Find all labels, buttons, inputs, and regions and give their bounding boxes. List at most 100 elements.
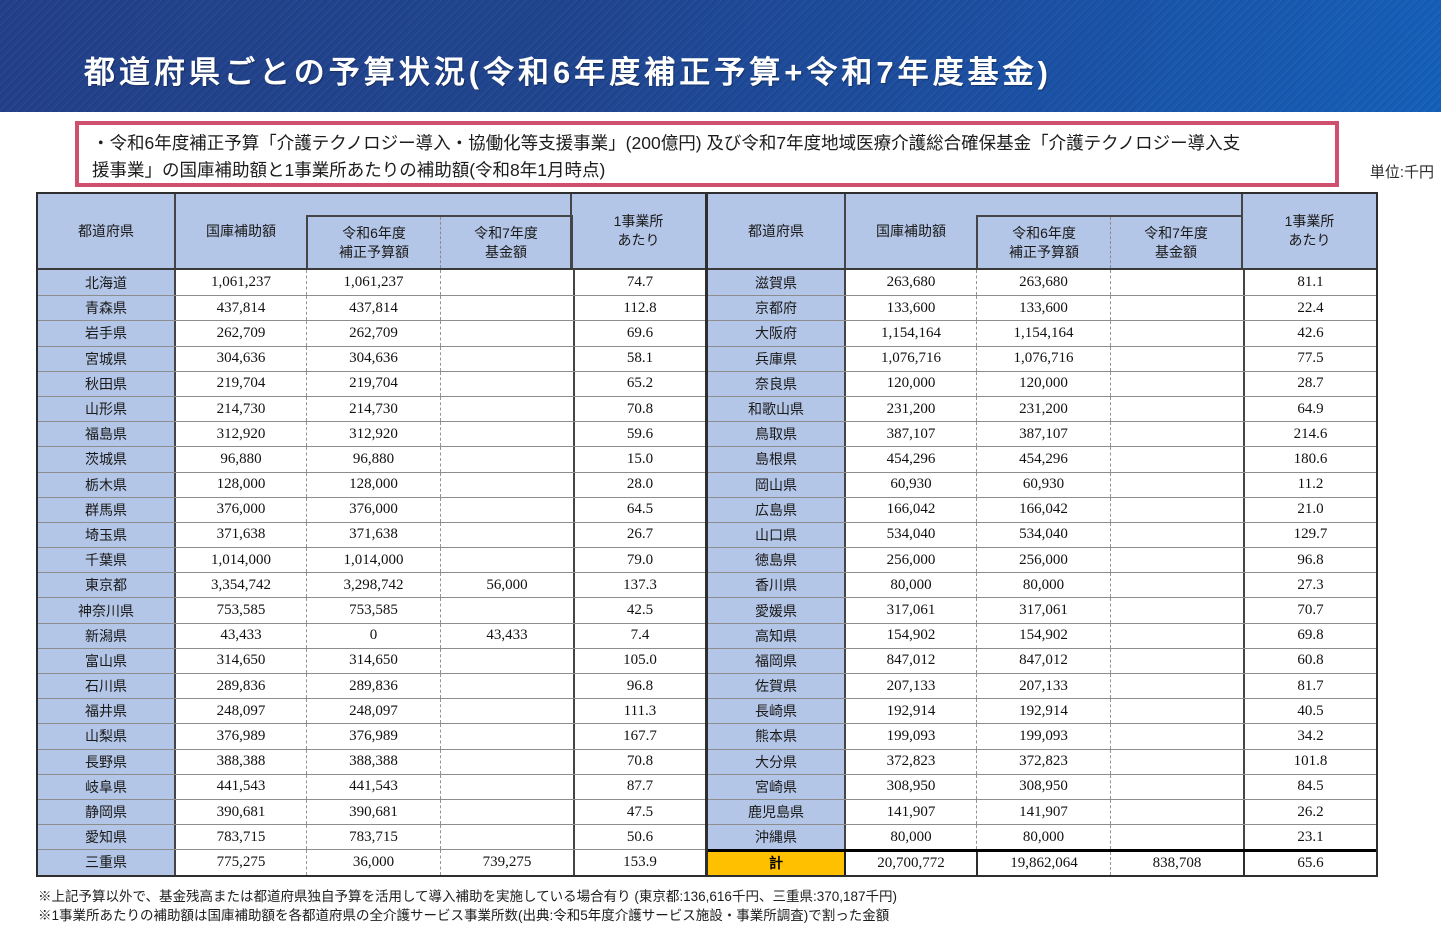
- r7-fund-value: [440, 270, 573, 296]
- prefecture-name: 富山県: [38, 648, 176, 673]
- per-office-value: 105.0: [573, 648, 705, 673]
- r7-fund-value: [440, 396, 573, 422]
- table-body-right: 滋賀県 263,680 263,680 81.1 京都府 133,600 133,600 22…: [708, 270, 1376, 875]
- r6-supplementary-budget-value: 262,709: [306, 321, 440, 346]
- r6-supplementary-budget-value: 263,680: [976, 270, 1110, 296]
- r7-fund-value: [440, 472, 573, 497]
- r7-fund-value: [440, 422, 573, 447]
- per-office-value: 111.3: [573, 699, 705, 724]
- per-office-value: 112.8: [573, 296, 705, 321]
- subsidy-total-value: 20,700,772: [877, 854, 945, 871]
- per-office-value: 50.6: [573, 825, 705, 850]
- r7-fund-value: [1110, 497, 1243, 522]
- prefecture-name: 新潟県: [38, 623, 176, 648]
- subsidy-total-value: 1,014,000: [211, 551, 271, 568]
- r7-fund-value: [1110, 774, 1243, 799]
- r6-supplementary-budget-value: 437,814: [306, 296, 440, 321]
- prefecture-row: 神奈川県 753,585 753,585 42.5: [38, 597, 705, 623]
- per-office-value: 167.7: [573, 724, 705, 749]
- r6-supplementary-budget-value: 390,681: [306, 799, 440, 825]
- per-office-value: 74.7: [573, 270, 705, 296]
- subsidy-breakdown-header: 令和6年度 補正予算額 令和7年度 基金額: [306, 215, 573, 268]
- prefecture-row: 福島県 312,920 312,920 59.6: [38, 421, 705, 447]
- col-header-r6-line2: 補正予算額: [1009, 243, 1079, 260]
- prefecture-name: 神奈川県: [38, 598, 176, 623]
- subsidy-total-value: 437,814: [216, 299, 266, 316]
- prefecture-name: 福岡県: [708, 648, 846, 673]
- col-header-r6-line1: 令和6年度: [342, 224, 406, 241]
- per-office-value: 96.8: [1243, 548, 1376, 573]
- subsidy-total-value: 441,543: [216, 778, 266, 795]
- r7-fund-value: [1110, 270, 1243, 296]
- r6-supplementary-budget-value: 304,636: [306, 346, 440, 371]
- r6-supplementary-budget-value: 36,000: [306, 850, 440, 875]
- per-office-value: 81.1: [1243, 270, 1376, 296]
- col-header-r6-budget: 令和6年度 補正予算額: [978, 217, 1110, 268]
- prefecture-name: 青森県: [38, 296, 176, 321]
- col-header-prefecture: 都道府県: [708, 194, 846, 268]
- prefecture-row: 徳島県 256,000 256,000 96.8: [708, 547, 1376, 573]
- prefecture-row: 茨城県 96,880 96,880 15.0: [38, 446, 705, 472]
- r6-supplementary-budget-value: 454,296: [976, 447, 1110, 472]
- r7-fund-value: [1110, 548, 1243, 573]
- per-office-value: 64.9: [1243, 396, 1376, 422]
- r7-fund-value: [440, 371, 573, 396]
- r7-fund-value: [1110, 598, 1243, 623]
- r7-fund-value: [440, 497, 573, 522]
- subsidy-total-value: 387,107: [886, 425, 936, 442]
- prefecture-name: 石川県: [38, 674, 176, 699]
- col-header-r7-line1: 令和7年度: [1144, 224, 1208, 241]
- prefecture-name: 山梨県: [38, 724, 176, 749]
- per-office-value: 214.6: [1243, 422, 1376, 447]
- r7-fund-value: [440, 346, 573, 371]
- col-header-per-line1: 1事業所: [1284, 213, 1335, 230]
- per-office-value: 7.4: [573, 623, 705, 648]
- subsidy-total-value: 80,000: [890, 828, 932, 845]
- prefecture-name: 長崎県: [708, 699, 846, 724]
- prefecture-name: 東京都: [38, 573, 176, 598]
- r6-supplementary-budget-value: 317,061: [976, 598, 1110, 623]
- prefecture-name: 熊本県: [708, 724, 846, 749]
- subsidy-total-value: 214,730: [216, 400, 266, 417]
- prefecture-name: 広島県: [708, 497, 846, 522]
- per-office-value: 96.8: [573, 674, 705, 699]
- r6-supplementary-budget-value: 1,076,716: [976, 346, 1110, 371]
- r7-fund-value: 838,708: [1110, 852, 1243, 875]
- subsidy-total-value: 312,920: [216, 425, 266, 442]
- prefecture-name: 北海道: [38, 270, 176, 296]
- prefecture-row: 熊本県 199,093 199,093 34.2: [708, 723, 1376, 749]
- subsidy-total-value: 371,638: [216, 526, 266, 543]
- r7-fund-value: [1110, 472, 1243, 497]
- r7-fund-value: [1110, 396, 1243, 422]
- per-office-value: 27.3: [1243, 573, 1376, 598]
- r7-fund-value: [440, 321, 573, 346]
- per-office-value: 21.0: [1243, 497, 1376, 522]
- r7-fund-value: [1110, 321, 1243, 346]
- subsidy-total-value: 304,636: [216, 350, 266, 367]
- per-office-value: 70.7: [1243, 598, 1376, 623]
- per-office-value: 58.1: [573, 346, 705, 371]
- r7-fund-value: [440, 648, 573, 673]
- per-office-value: 81.7: [1243, 674, 1376, 699]
- prefecture-name: 岐阜県: [38, 774, 176, 799]
- col-header-prefecture: 都道府県: [38, 194, 176, 268]
- prefecture-row: 三重県 775,275 36,000 739,275 153.9: [38, 849, 705, 875]
- subsidy-total-value: 263,680: [886, 274, 936, 291]
- r6-supplementary-budget-value: 154,902: [976, 623, 1110, 648]
- prefecture-name: 沖縄県: [708, 825, 846, 850]
- r6-supplementary-budget-value: 141,907: [976, 799, 1110, 825]
- r7-fund-value: [440, 825, 573, 850]
- prefecture-name: 埼玉県: [38, 522, 176, 548]
- per-office-value: 180.6: [1243, 447, 1376, 472]
- prefecture-name: 長野県: [38, 749, 176, 774]
- r7-fund-value: 56,000: [440, 573, 573, 598]
- per-office-value: 26.7: [573, 522, 705, 548]
- prefecture-name: 鹿児島県: [708, 799, 846, 825]
- prefecture-name: 岡山県: [708, 472, 846, 497]
- prefecture-row: 大阪府 1,154,164 1,154,164 42.6: [708, 320, 1376, 346]
- r7-fund-value: [440, 699, 573, 724]
- subsidy-total-value: 192,914: [886, 702, 936, 719]
- r6-supplementary-budget-value: 847,012: [976, 648, 1110, 673]
- subsidy-total-value: 60,930: [890, 476, 932, 493]
- per-office-value: 77.5: [1243, 346, 1376, 371]
